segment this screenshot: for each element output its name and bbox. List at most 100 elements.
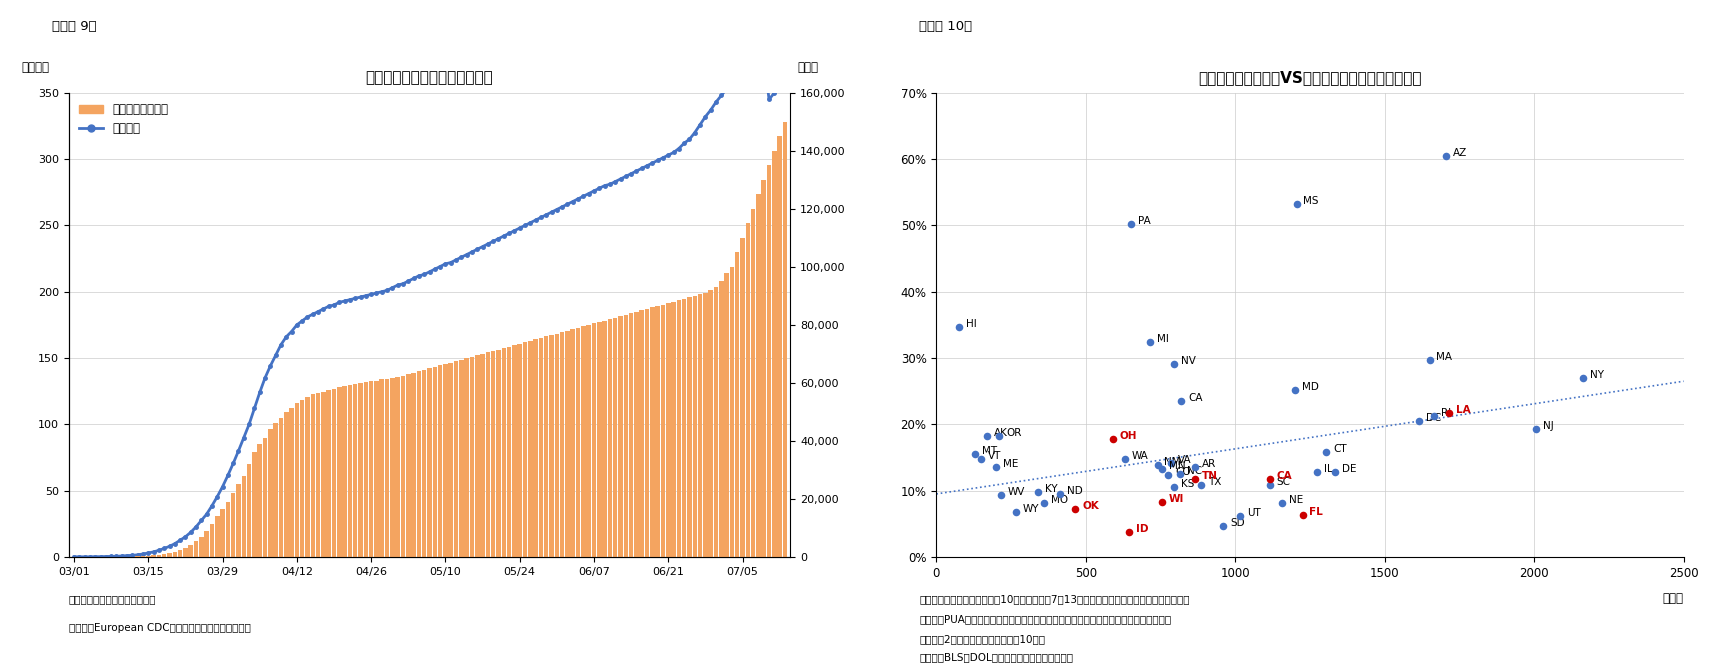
Point bbox=[1288, 510, 1316, 520]
Text: NJ: NJ bbox=[1543, 421, 1553, 431]
Text: MD: MD bbox=[1302, 382, 1319, 392]
Text: MN: MN bbox=[1168, 461, 1185, 471]
Point bbox=[1117, 219, 1144, 229]
Bar bbox=[687, 297, 692, 557]
Bar bbox=[703, 293, 708, 557]
Text: DE: DE bbox=[1342, 464, 1357, 474]
Bar bbox=[522, 342, 527, 557]
Bar bbox=[225, 502, 230, 557]
Text: HI: HI bbox=[966, 319, 976, 329]
Bar bbox=[486, 353, 490, 557]
Bar bbox=[364, 383, 368, 557]
Bar bbox=[624, 315, 629, 557]
Point bbox=[1100, 434, 1127, 444]
Text: ME: ME bbox=[1003, 459, 1019, 469]
Bar bbox=[720, 281, 723, 557]
Text: SD: SD bbox=[1230, 518, 1246, 528]
Bar bbox=[141, 556, 146, 557]
Bar bbox=[560, 332, 565, 557]
Point bbox=[1148, 497, 1175, 507]
Text: NV: NV bbox=[1180, 356, 1196, 366]
Bar bbox=[443, 364, 448, 557]
Bar bbox=[375, 381, 378, 557]
Text: WV: WV bbox=[1007, 487, 1026, 497]
Bar bbox=[306, 397, 309, 557]
Bar bbox=[618, 316, 622, 557]
Text: MA: MA bbox=[1436, 352, 1452, 362]
Bar bbox=[179, 550, 182, 557]
Text: （注）感染者数は確認感染者数: （注）感染者数は確認感染者数 bbox=[69, 594, 156, 604]
Bar bbox=[184, 548, 187, 557]
Bar bbox=[746, 223, 751, 557]
Bar bbox=[146, 556, 151, 557]
Text: MI: MI bbox=[1156, 334, 1168, 344]
Bar bbox=[550, 335, 553, 557]
Text: UT: UT bbox=[1247, 508, 1261, 518]
Bar bbox=[448, 363, 454, 557]
Text: IL: IL bbox=[1325, 464, 1333, 474]
Point bbox=[1268, 497, 1295, 508]
Bar bbox=[390, 378, 395, 557]
Text: VT: VT bbox=[988, 451, 1002, 461]
Text: WY: WY bbox=[1022, 504, 1039, 514]
Bar bbox=[586, 325, 591, 557]
Bar bbox=[692, 296, 698, 557]
Bar bbox=[417, 371, 421, 557]
Point bbox=[1144, 460, 1172, 471]
Point bbox=[1570, 373, 1598, 383]
Point bbox=[1167, 469, 1194, 479]
Text: OR: OR bbox=[1007, 428, 1022, 438]
Bar bbox=[459, 359, 464, 557]
Bar bbox=[474, 355, 479, 557]
Text: VA: VA bbox=[1179, 455, 1192, 465]
Bar bbox=[725, 272, 728, 557]
Bar bbox=[570, 330, 576, 557]
Bar bbox=[713, 287, 718, 557]
Bar bbox=[761, 180, 766, 557]
Bar bbox=[400, 376, 405, 557]
Bar bbox=[608, 319, 612, 557]
Text: RI: RI bbox=[1441, 408, 1452, 418]
Bar bbox=[210, 524, 215, 557]
Text: （万人）: （万人） bbox=[22, 61, 50, 74]
Bar bbox=[735, 253, 739, 557]
Point bbox=[1002, 507, 1029, 517]
Bar bbox=[766, 165, 771, 557]
Point bbox=[1187, 480, 1215, 491]
Bar bbox=[316, 393, 320, 557]
Point bbox=[1283, 198, 1311, 209]
Title: 米国の感染者数および死亡者数: 米国の感染者数および死亡者数 bbox=[366, 70, 493, 85]
Bar bbox=[502, 348, 507, 557]
Bar bbox=[167, 553, 172, 557]
Bar bbox=[247, 464, 251, 557]
Bar bbox=[629, 313, 634, 557]
Point bbox=[983, 462, 1010, 473]
Bar bbox=[698, 294, 703, 557]
Text: 直近2週間の感染増加数の上位10州。: 直近2週間の感染増加数の上位10州。 bbox=[919, 634, 1045, 644]
Bar bbox=[454, 361, 459, 557]
Bar bbox=[411, 373, 416, 557]
Text: TN: TN bbox=[1203, 471, 1218, 481]
Text: （人）: （人） bbox=[797, 61, 818, 74]
Text: MO: MO bbox=[1051, 495, 1069, 505]
Point bbox=[1158, 457, 1185, 468]
Bar bbox=[527, 341, 533, 557]
Bar bbox=[655, 306, 660, 557]
Point bbox=[986, 430, 1014, 441]
Text: WA: WA bbox=[1132, 451, 1148, 461]
Text: （注）新型コロナ感染者数は10万人当たり、7月13日時点。失業保険継続受給率は通常受給: （注）新型コロナ感染者数は10万人当たり、7月13日時点。失業保険継続受給率は通… bbox=[919, 594, 1189, 604]
Text: NC: NC bbox=[1187, 466, 1203, 476]
Bar bbox=[634, 312, 639, 557]
Point bbox=[1160, 359, 1187, 369]
Text: KY: KY bbox=[1045, 484, 1058, 494]
Point bbox=[1416, 355, 1443, 365]
Bar bbox=[273, 424, 278, 557]
Text: NM: NM bbox=[1165, 457, 1180, 467]
Bar bbox=[433, 367, 436, 557]
Bar bbox=[237, 485, 241, 557]
Bar bbox=[591, 324, 596, 557]
Bar bbox=[278, 418, 283, 557]
Bar bbox=[294, 403, 299, 557]
Text: CA: CA bbox=[1276, 471, 1292, 481]
Bar bbox=[380, 379, 385, 557]
